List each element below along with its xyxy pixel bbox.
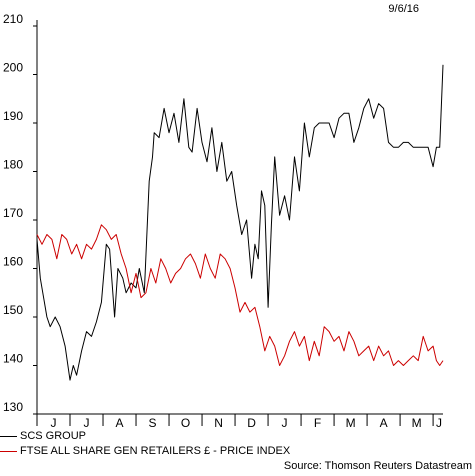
date-stamp: 9/6/16	[388, 3, 419, 15]
chart-series	[36, 64, 444, 381]
x-tick-label: D	[247, 416, 256, 430]
x-tick-label: J	[436, 416, 442, 430]
y-tick-label: 140	[3, 352, 23, 366]
legend-label-series-1: SCS GROUP	[20, 430, 87, 442]
y-tick-label: 200	[3, 61, 23, 75]
x-tick-label: N	[214, 416, 223, 430]
y-tick-label: 210	[3, 12, 23, 26]
x-tick-label: A	[380, 416, 388, 430]
x-tick-label: J	[51, 416, 57, 430]
legend-label-series-2: FTSE ALL SHARE GEN RETAILERS £ - PRICE I…	[20, 445, 291, 457]
series-line-2	[36, 224, 444, 366]
series-line-1	[36, 64, 444, 381]
y-axis-ticks: 130 140 150 160 170 180 190 200 210	[3, 12, 37, 415]
x-tick-label: O	[181, 416, 190, 430]
x-tick-label: J	[282, 416, 288, 430]
x-tick-label: M	[412, 416, 422, 430]
y-tick-label: 180	[3, 158, 23, 172]
x-tick-label: S	[149, 416, 157, 430]
y-tick-label: 170	[3, 206, 23, 220]
legend-swatch-series-1	[0, 435, 17, 437]
legend-item-series-1: SCS GROUP	[0, 429, 86, 443]
y-tick-label: 160	[3, 255, 23, 269]
x-tick-label: J	[84, 416, 90, 430]
legend-swatch-series-2	[0, 450, 17, 452]
y-tick-label: 150	[3, 303, 23, 317]
x-tick-label: A	[116, 416, 124, 430]
source-note: Source: Thomson Reuters Datastream	[283, 460, 472, 472]
chart-axes	[36, 20, 443, 415]
x-tick-label: F	[314, 416, 321, 430]
y-tick-label: 190	[3, 109, 23, 123]
legend-item-series-2: FTSE ALL SHARE GEN RETAILERS £ - PRICE I…	[0, 444, 290, 458]
x-tick-label: M	[346, 416, 356, 430]
y-tick-label: 130	[3, 400, 23, 414]
